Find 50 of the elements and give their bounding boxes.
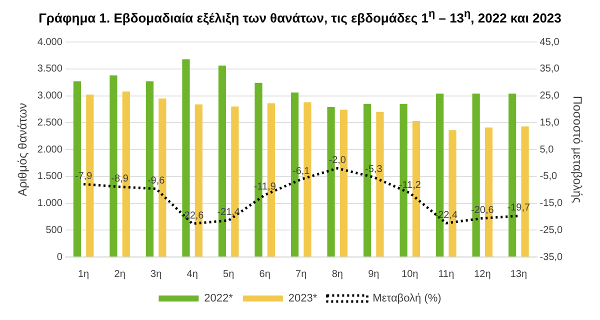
x-tick-label: 11η <box>438 268 454 280</box>
y-tick-label: 2.000 <box>37 144 63 156</box>
legend-label: 2022* <box>204 292 234 305</box>
y2-tick-label: 25,0 <box>540 90 560 102</box>
x-tick-label: 2η <box>114 268 126 280</box>
y2-tick-label: 45,0 <box>540 36 560 48</box>
y2-tick-label: -35,0 <box>540 252 564 263</box>
y-axis-title: Αριθμός θανάτων <box>16 102 30 196</box>
y2-axis-title: Ποσοστό μεταβολής <box>570 96 584 204</box>
x-tick-label: 8η <box>332 268 343 280</box>
data-label: -5,3 <box>365 164 383 175</box>
y-tick-label: 1.500 <box>37 171 63 182</box>
y2-tick-label: -15,0 <box>540 198 564 209</box>
y2-tick-label: -5,0 <box>540 171 558 182</box>
data-label: -2,0 <box>328 155 346 166</box>
x-tick-label: 3η <box>150 268 162 280</box>
y-tick-label: 500 <box>46 224 63 236</box>
x-tick-label: 13η <box>510 268 528 280</box>
y-tick-label: 3.000 <box>37 90 63 102</box>
data-label: -8,9 <box>111 174 129 185</box>
y2-tick-label: 15,0 <box>540 117 560 128</box>
x-tick-label: 9η <box>368 268 380 280</box>
data-label: -21,4 <box>217 207 240 218</box>
x-tick-label: 1η <box>78 268 90 280</box>
y-tick-label: 0 <box>56 252 63 263</box>
y2-tick-label: 5,0 <box>540 144 554 156</box>
chart-title: Γράφημα 1. Εβδομαδιαία εξέλιξη των θανάτων, τις εβδομάδες 1$^{η}$ – 13$^{η}$, 2022 και 2023 <box>38 8 562 28</box>
data-label: -19,7 <box>507 202 531 214</box>
data-label: -22,4 <box>434 210 458 221</box>
x-tick-label: 7η <box>296 268 307 280</box>
x-tick-label: 5η <box>223 268 234 280</box>
data-label: -7,9 <box>74 170 93 182</box>
data-label: -20,6 <box>471 205 494 216</box>
data-label: -6,1 <box>292 166 310 178</box>
x-tick-label: 4η <box>186 268 198 280</box>
x-tick-label: 12η <box>474 268 491 280</box>
y-tick-label: 2.500 <box>37 117 63 128</box>
data-label: -11,9 <box>254 182 276 193</box>
data-label: -11,2 <box>398 180 422 191</box>
y-tick-label: 3.500 <box>37 64 63 75</box>
x-tick-label: 10η <box>402 268 418 280</box>
y-tick-label: 4.000 <box>37 36 63 48</box>
y2-tick-label: 35,0 <box>540 64 560 75</box>
legend-label: Μεταβολή (%) <box>372 292 442 305</box>
y2-tick-label: -25,0 <box>540 224 564 236</box>
legend-label: 2023* <box>288 292 318 305</box>
y-tick-label: 1.000 <box>37 198 63 209</box>
x-tick-label: 6η <box>259 268 270 280</box>
data-label: -9,6 <box>147 175 166 186</box>
data-label: -22,6 <box>180 210 204 222</box>
